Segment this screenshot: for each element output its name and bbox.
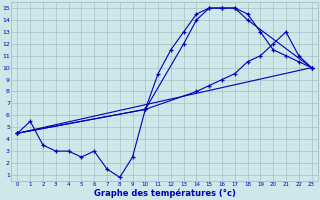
- X-axis label: Graphe des températures (°c): Graphe des températures (°c): [93, 188, 236, 198]
